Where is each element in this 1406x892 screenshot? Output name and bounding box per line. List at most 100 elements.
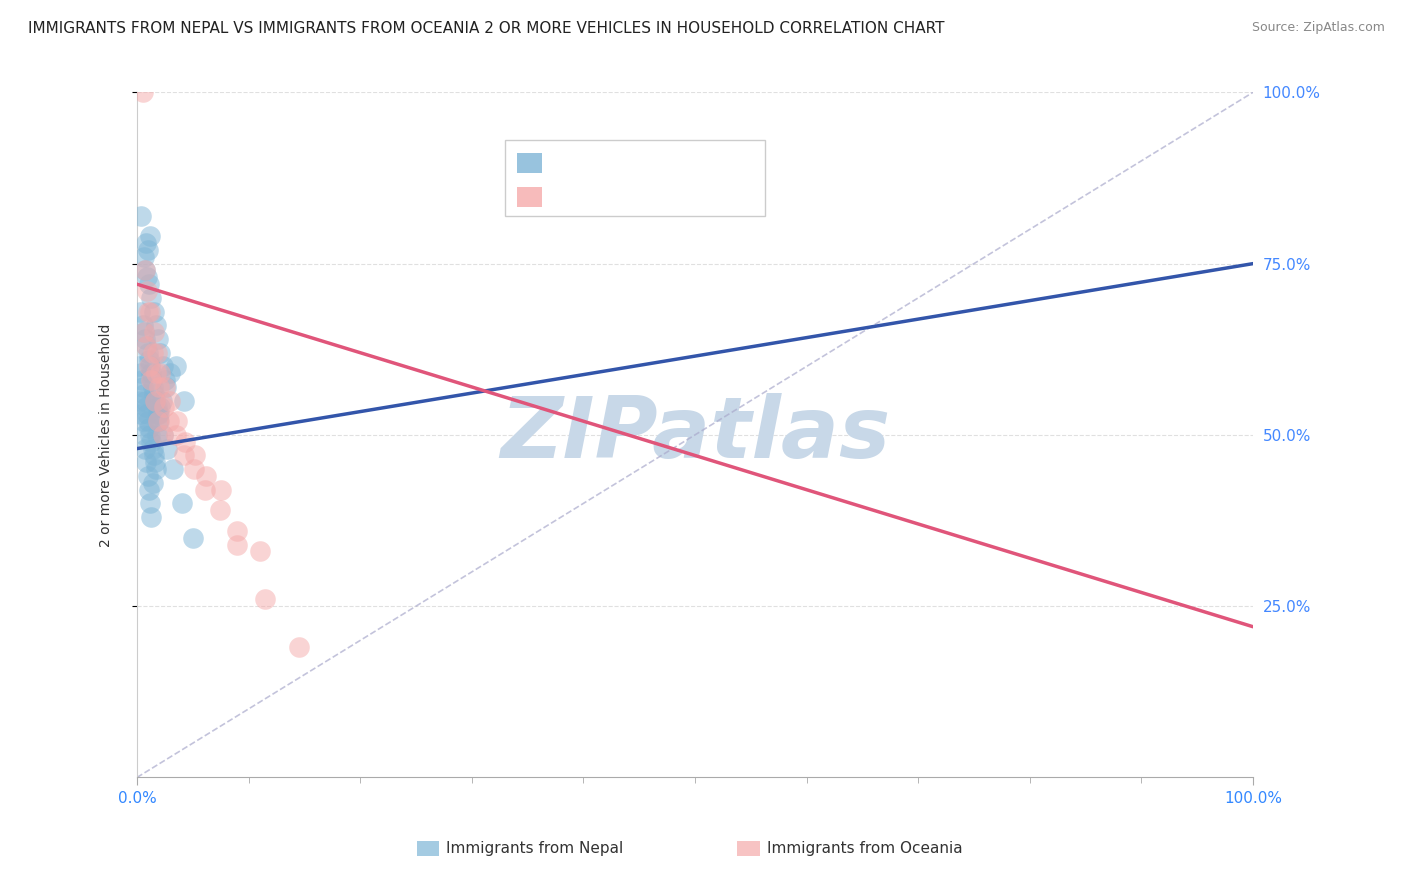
Point (153, 373, 176, 387)
Point (141, 434, 163, 449)
Point (148, 332, 170, 346)
Point (226, 524, 249, 538)
Point (128, 359, 150, 374)
Point (142, 380, 165, 394)
Point (132, 325, 155, 339)
Point (142, 304, 165, 318)
Point (141, 373, 163, 387)
Point (152, 359, 174, 374)
Point (136, 270, 159, 285)
Point (145, 366, 167, 380)
Point (139, 496, 162, 510)
Point (157, 414, 180, 428)
Point (162, 462, 184, 476)
Text: IMMIGRANTS FROM NEPAL VS IMMIGRANTS FROM OCEANIA 2 OR MORE VEHICLES IN HOUSEHOLD: IMMIGRANTS FROM NEPAL VS IMMIGRANTS FROM… (28, 21, 945, 36)
Point (148, 414, 170, 428)
Point (148, 380, 170, 394)
Point (129, 304, 152, 318)
Point (135, 339, 157, 353)
Point (152, 401, 174, 415)
Point (146, 408, 169, 422)
Point (146, 345, 169, 359)
Text: Immigrants from Oceania: Immigrants from Oceania (766, 841, 962, 856)
Point (194, 483, 217, 497)
Point (135, 455, 157, 469)
Point (135, 236, 157, 251)
Point (146, 428, 169, 442)
Point (136, 469, 159, 483)
Point (128, 393, 150, 408)
Point (138, 359, 160, 374)
Point (170, 496, 193, 510)
Point (132, 386, 155, 401)
Point (208, 503, 231, 517)
Point (136, 345, 159, 359)
Point (136, 243, 159, 257)
Point (174, 434, 197, 449)
Point (142, 449, 165, 463)
Point (141, 373, 163, 387)
Y-axis label: 2 or more Vehicles in Household: 2 or more Vehicles in Household (100, 323, 114, 547)
Text: R =  0.230   N = 72: R = 0.230 N = 72 (550, 154, 713, 172)
Point (131, 209, 153, 223)
Point (195, 469, 218, 483)
Point (134, 393, 156, 408)
Point (153, 380, 176, 394)
Point (138, 421, 160, 435)
Point (145, 318, 167, 333)
Point (226, 537, 249, 551)
Point (134, 263, 156, 277)
Point (132, 380, 155, 394)
Point (131, 86, 153, 100)
Point (143, 393, 166, 408)
Point (134, 442, 156, 456)
Point (135, 401, 157, 415)
Point (143, 455, 166, 469)
Point (165, 428, 187, 442)
Point (131, 408, 153, 422)
Point (142, 475, 165, 490)
Point (131, 373, 153, 387)
Point (159, 366, 181, 380)
Point (142, 442, 165, 456)
Point (148, 408, 170, 422)
Point (136, 408, 159, 422)
Point (209, 483, 232, 497)
Point (142, 345, 165, 359)
Point (139, 304, 162, 318)
Point (155, 380, 177, 394)
Point (141, 291, 163, 305)
Point (159, 393, 181, 408)
Point (249, 544, 271, 558)
Point (173, 393, 195, 408)
Point (136, 414, 159, 428)
Point (138, 483, 160, 497)
Point (132, 250, 155, 264)
Point (183, 462, 205, 476)
Point (148, 414, 170, 428)
Point (139, 510, 162, 524)
Point (184, 449, 207, 463)
Point (134, 263, 156, 277)
Point (134, 325, 156, 339)
Point (139, 229, 162, 244)
Point (134, 428, 156, 442)
Point (136, 284, 159, 298)
Point (150, 393, 173, 408)
Point (143, 386, 166, 401)
Point (139, 366, 162, 380)
Text: Immigrants from Nepal: Immigrants from Nepal (446, 841, 623, 856)
Point (139, 428, 162, 442)
Point (156, 442, 179, 456)
Point (254, 592, 277, 607)
Point (132, 414, 155, 428)
Point (129, 366, 152, 380)
Text: Source: ZipAtlas.com: Source: ZipAtlas.com (1251, 21, 1385, 34)
Text: ZIPatlas: ZIPatlas (501, 393, 890, 476)
Point (135, 339, 157, 353)
Text: R = -0.547   N = 37: R = -0.547 N = 37 (550, 188, 713, 206)
Point (136, 304, 159, 318)
Point (149, 401, 172, 415)
Point (173, 449, 195, 463)
Point (149, 366, 172, 380)
